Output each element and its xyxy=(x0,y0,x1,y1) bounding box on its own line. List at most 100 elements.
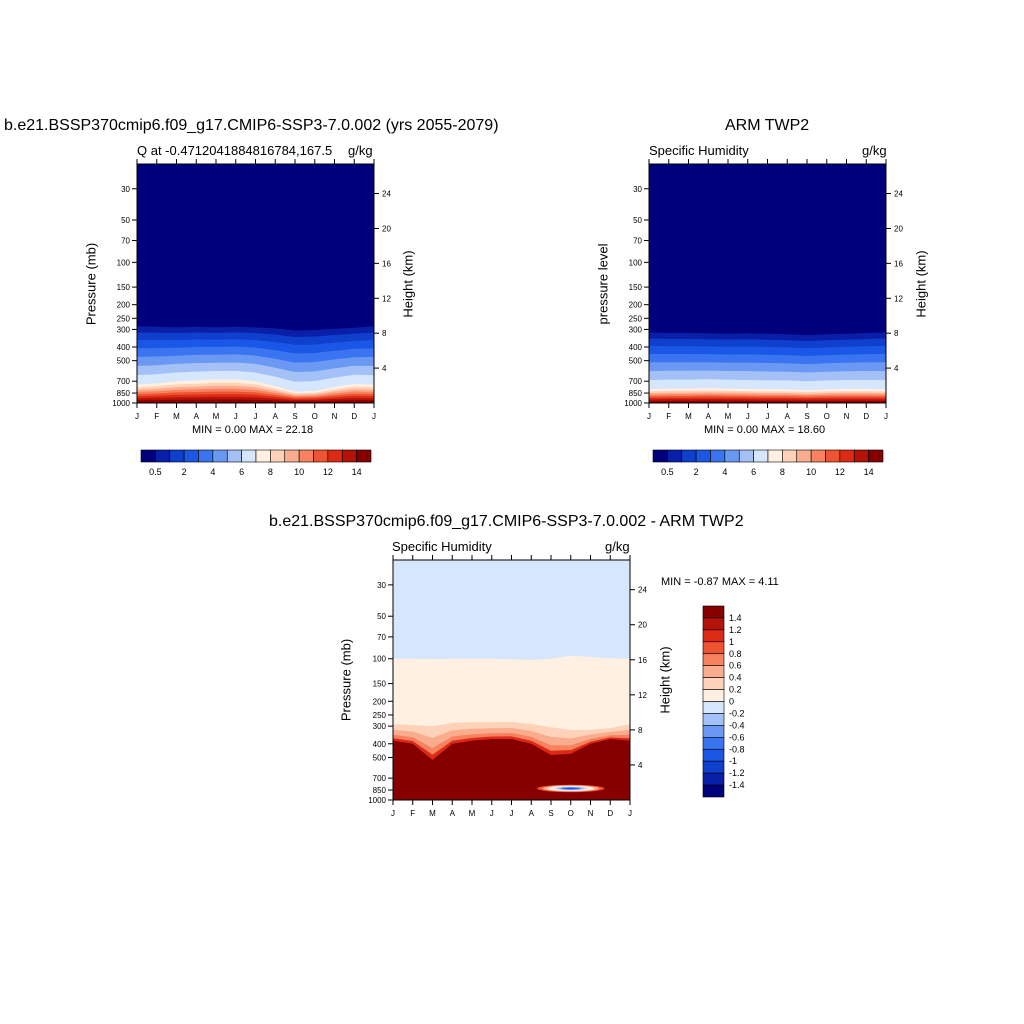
panel2-band xyxy=(649,400,886,403)
panel2-ptick-label: 500 xyxy=(629,357,643,366)
panel3-colorbar: 1.4 1.2 1 0.8 0.6 0.4 0.2 0-0.2 -0.4 -0.6 -0.8 -1 -1… xyxy=(702,605,745,798)
panel3-ztick-label: 20 xyxy=(638,621,647,630)
panel2-colorbar-label: 14 xyxy=(864,467,874,477)
panel1-colorbar-cell xyxy=(183,449,199,463)
panel2-colorbar-cell xyxy=(710,449,726,463)
panel2-subtitle-left: Specific Humidity xyxy=(649,143,749,158)
panel2-month-label: M xyxy=(685,412,692,421)
panel2-colorbar-cell xyxy=(853,449,869,463)
panel2-colorbar-label: 12 xyxy=(835,467,845,477)
panel2-colorbar-cell xyxy=(868,449,884,463)
panel1-ztick-label: 16 xyxy=(382,259,391,268)
panel2-month-label: F xyxy=(666,412,671,421)
panel1-colorbar-label: 14 xyxy=(352,467,362,477)
panel1-ztick-label: 20 xyxy=(382,224,391,233)
panel3-colorbar-cell xyxy=(702,677,725,690)
panel1-colorbar-cell xyxy=(298,449,314,463)
panel1-ptick-label: 30 xyxy=(121,185,130,194)
panel2-colorbar-cell xyxy=(738,449,754,463)
panel3-colorbar-label: 1.2 xyxy=(729,625,742,635)
panel3-month-label: J xyxy=(510,809,514,818)
panel1-ztick-label: 4 xyxy=(382,364,387,373)
panel1-minmax: MIN = 0.00 MAX = 22.18 xyxy=(192,424,314,436)
panel3-colorbar-cell xyxy=(702,713,725,726)
panel2-month-label: J xyxy=(746,412,750,421)
panel1-month-label: M xyxy=(213,412,220,421)
panel2-colorbar-cell xyxy=(652,449,668,463)
panel2-ptick-label: 1000 xyxy=(624,399,642,408)
panel2-ztick-label: 20 xyxy=(894,224,903,233)
panel3-ptick-label: 400 xyxy=(373,740,387,749)
panel3-colorbar-cell xyxy=(702,772,725,786)
panel1-colorbar-cell xyxy=(140,449,156,463)
panel1-ptick-label: 300 xyxy=(117,325,131,334)
panel1-ztick-label: 8 xyxy=(382,329,387,338)
panel3-band xyxy=(393,739,630,800)
panel2-month-label: J xyxy=(884,412,888,421)
panel1-colorbar-cell xyxy=(169,449,185,463)
panel3-colorbar-cell xyxy=(702,748,725,762)
panel2-title: ARM TWP2 xyxy=(725,117,810,134)
panel1-month-label: A xyxy=(273,412,279,421)
panel2-ztick-label: 16 xyxy=(894,259,903,268)
panel1-colorbar-cell xyxy=(155,449,171,463)
panel1-month-label: J xyxy=(135,412,139,421)
panel1-colorbar-cell xyxy=(327,449,343,463)
panel3-colorbar-label: -1.4 xyxy=(729,780,745,790)
panel2-colorbar-cell xyxy=(796,449,812,463)
panel1-colorbar-label: 10 xyxy=(294,467,304,477)
panel1-ptick-label: 400 xyxy=(117,343,131,352)
panel2-colorbar-cell xyxy=(767,449,783,463)
panel3-ptick-label: 250 xyxy=(373,711,387,720)
panel3-ptick-label: 200 xyxy=(373,697,387,706)
panel2-colorbar-label: 4 xyxy=(722,467,727,477)
panel3-colorbar-cell xyxy=(702,641,725,655)
panel3-ztick-label: 8 xyxy=(638,726,643,735)
panel2-month-label: D xyxy=(863,412,869,421)
panel1-ztick-label: 12 xyxy=(382,294,391,303)
panel1-colorbar-label: 4 xyxy=(210,467,215,477)
panel1-month-label: M xyxy=(173,412,180,421)
panel3-month-label: D xyxy=(607,809,613,818)
panel3-colorbar-cell xyxy=(702,617,725,631)
panel1-colorbar-cell xyxy=(198,449,214,463)
panel3-month-label: J xyxy=(490,809,494,818)
panel3-colorbar-cell xyxy=(702,701,725,714)
panel1-month-label: O xyxy=(312,412,318,421)
panel1-colorbar-label: 0.5 xyxy=(149,467,162,477)
panel3-colorbar-label: 0.4 xyxy=(729,673,742,683)
panel3-ptick-label: 150 xyxy=(373,680,387,689)
panel3-ptick-label: 500 xyxy=(373,753,387,762)
panel1-ptick-label: 500 xyxy=(117,357,131,366)
panel3-colorbar-label: -0.2 xyxy=(729,708,745,718)
panel3-colorbar-cell xyxy=(702,629,725,643)
panel1-ptick-label: 250 xyxy=(117,314,131,323)
panel2-ztick-label: 12 xyxy=(894,294,903,303)
panel2-ptick-label: 300 xyxy=(629,325,643,334)
panel2-ptick-label: 400 xyxy=(629,343,643,352)
panel3-colorbar-cell xyxy=(702,653,725,666)
panel1-ptick-label: 1000 xyxy=(112,399,130,408)
panel1-month-label: A xyxy=(194,412,200,421)
panel3-month-label: J xyxy=(391,809,395,818)
panel2-ptick-label: 100 xyxy=(629,258,643,267)
panel3-colorbar-label: 0.8 xyxy=(729,649,742,659)
panel2-ptick-label: 70 xyxy=(633,237,642,246)
panel3-title: b.e21.BSSP370cmip6.f09_g17.CMIP6-SSP3-7.… xyxy=(269,513,744,530)
panel3-colorbar-label: 0 xyxy=(729,697,734,707)
panel3-colorbar-label: 0.6 xyxy=(729,661,742,671)
panel2-colorbar-label: 2 xyxy=(694,467,699,477)
panel3-colorbar-label: -1.2 xyxy=(729,768,745,778)
panel1-colorbar-cell xyxy=(241,449,257,463)
panel1-colorbar-label: 8 xyxy=(268,467,273,477)
panel2-month-label: O xyxy=(824,412,830,421)
panel1-colorbar-cell xyxy=(270,449,286,463)
panel3-colorbar-cell xyxy=(702,605,725,619)
panel3-colorbar-cell xyxy=(702,665,725,678)
panel1-band xyxy=(137,399,374,403)
panel3-minmax: MIN = -0.87 MAX = 4.11 xyxy=(661,576,779,588)
panel3-colorbar-label: -1 xyxy=(729,756,737,766)
